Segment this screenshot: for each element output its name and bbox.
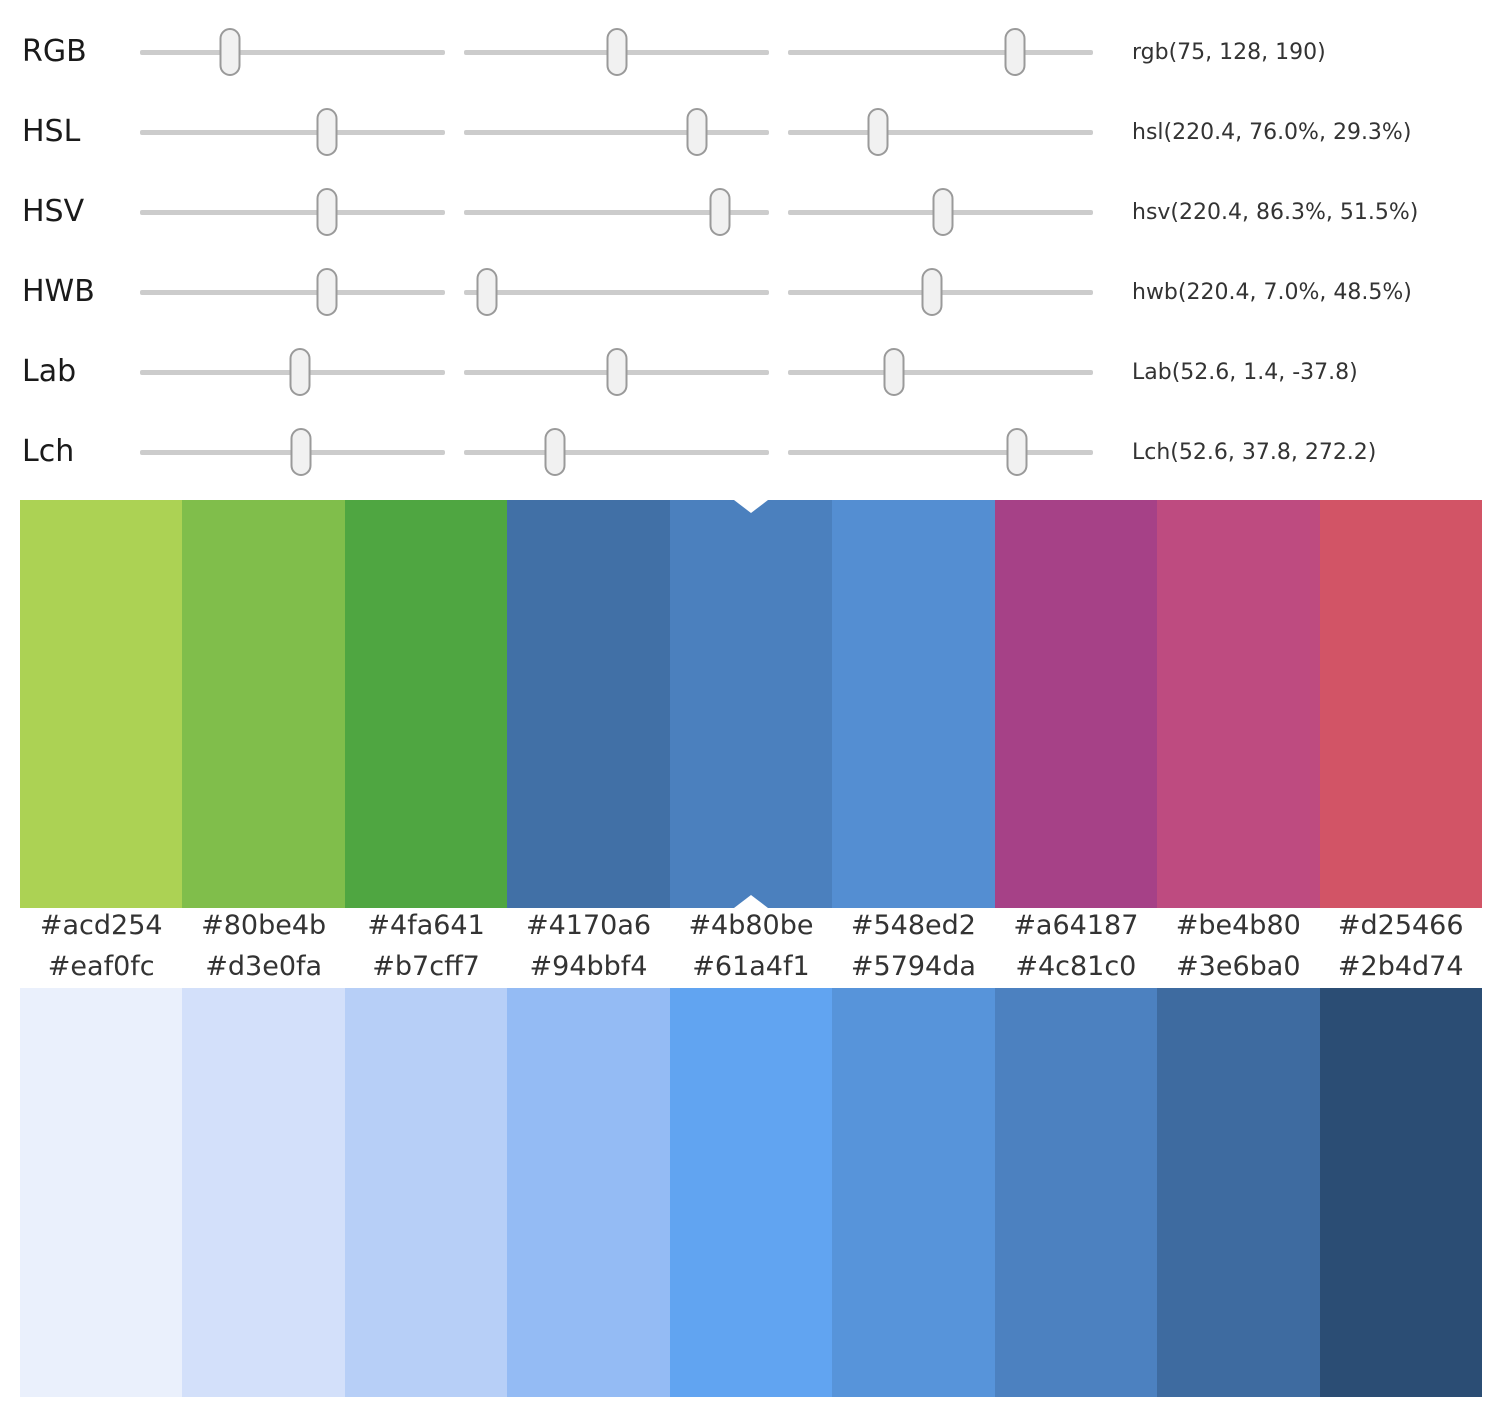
swatch-548ed2[interactable] — [832, 500, 995, 908]
palette-hue-scale — [20, 500, 1482, 908]
slider-label-hsv: HSV — [22, 194, 85, 229]
hex-label-d3e0fa: #d3e0fa — [205, 951, 323, 982]
slider-thumb-lab-3[interactable] — [883, 348, 905, 396]
slider-track-hsl-1[interactable] — [140, 108, 445, 156]
swatch-94bbf4[interactable] — [507, 988, 670, 1397]
slider-thumb-hsv-2[interactable] — [709, 188, 731, 236]
hex-label-5794da: #5794da — [850, 951, 976, 982]
hex-label-3e6ba0: #3e6ba0 — [1176, 951, 1301, 982]
swatch-b7cff7[interactable] — [344, 988, 508, 1397]
color-value-rgb: rgb(75, 128, 190) — [1132, 39, 1326, 65]
slider-thumb-lch-3[interactable] — [1006, 428, 1028, 476]
slider-row-rgb: RGB rgb(75, 128, 190) — [0, 12, 1501, 92]
slider-track-hwb-2[interactable] — [464, 268, 769, 316]
slider-thumb-hsv-3[interactable] — [932, 188, 954, 236]
slider-thumb-rgb-1[interactable] — [219, 28, 241, 76]
swatch-d25466[interactable] — [1319, 500, 1482, 908]
hex-label-b7cff7: #b7cff7 — [372, 951, 480, 982]
hex-label-4b80be: #4b80be — [688, 910, 814, 941]
hex-label-be4b80: #be4b80 — [1175, 910, 1301, 941]
hex-label-4170a6: #4170a6 — [526, 910, 652, 941]
slider-track-rgb-2[interactable] — [464, 28, 769, 76]
slider-panel: RGB rgb(75, 128, 190) HSL hsl(220.4, 76.0%,… — [0, 0, 1501, 492]
swatch-4c81c0[interactable] — [994, 988, 1158, 1397]
slider-track-lab-2[interactable] — [464, 348, 769, 396]
slider-thumb-hsl-3[interactable] — [867, 108, 889, 156]
hex-label-a64187: #a64187 — [1013, 910, 1139, 941]
slider-track-hwb-1[interactable] — [140, 268, 445, 316]
swatch-2b4d74[interactable] — [1319, 988, 1482, 1397]
slider-track-lch-3[interactable] — [788, 428, 1093, 476]
slider-track-lab-3[interactable] — [788, 348, 1093, 396]
slider-track-hsl-3[interactable] — [788, 108, 1093, 156]
hex-label-2b4d74: #2b4d74 — [1337, 951, 1464, 982]
hex-label-4fa641: #4fa641 — [367, 910, 485, 941]
swatch-4b80be[interactable] — [669, 500, 833, 908]
slider-track-rgb-1[interactable] — [140, 28, 445, 76]
slider-row-hsl: HSL hsl(220.4, 76.0%, 29.3%) — [0, 92, 1501, 172]
slider-thumb-rgb-3[interactable] — [1004, 28, 1026, 76]
hex-row-bottom: #eaf0fc #d3e0fa #b7cff7 #94bbf4 #61a4f1 #5794… — [20, 948, 1482, 988]
slider-thumb-lch-1[interactable] — [290, 428, 312, 476]
slider-track-lab-1[interactable] — [140, 348, 445, 396]
hex-label-eaf0fc: #eaf0fc — [47, 951, 155, 982]
slider-thumb-lch-2[interactable] — [544, 428, 566, 476]
slider-thumb-hwb-1[interactable] — [316, 268, 338, 316]
slider-label-lch: Lch — [22, 434, 75, 469]
slider-row-lch: Lch Lch(52.6, 37.8, 272.2) — [0, 412, 1501, 492]
color-value-hwb: hwb(220.4, 7.0%, 48.5%) — [1132, 279, 1412, 305]
swatch-5794da[interactable] — [832, 988, 995, 1397]
slider-track-hsv-1[interactable] — [140, 188, 445, 236]
hex-label-80be4b: #80be4b — [201, 910, 327, 941]
slider-track-hsv-2[interactable] — [464, 188, 769, 236]
selected-marker-bottom-icon — [733, 895, 768, 908]
swatch-eaf0fc[interactable] — [20, 988, 183, 1397]
slider-track-rgb-3[interactable] — [788, 28, 1093, 76]
color-value-hsv: hsv(220.4, 86.3%, 51.5%) — [1132, 199, 1419, 225]
slider-label-hwb: HWB — [22, 274, 95, 309]
hex-label-d25466: #d25466 — [1337, 910, 1464, 941]
hex-label-61a4f1: #61a4f1 — [692, 951, 810, 982]
hex-label-548ed2: #548ed2 — [850, 910, 976, 941]
slider-track-hsl-2[interactable] — [464, 108, 769, 156]
hex-label-94bbf4: #94bbf4 — [529, 951, 648, 982]
slider-thumb-lab-1[interactable] — [289, 348, 311, 396]
slider-thumb-hsv-1[interactable] — [316, 188, 338, 236]
color-value-lab: Lab(52.6, 1.4, -37.8) — [1132, 359, 1358, 385]
swatch-3e6ba0[interactable] — [1157, 988, 1320, 1397]
slider-thumb-hsl-1[interactable] — [316, 108, 338, 156]
slider-track-lch-2[interactable] — [464, 428, 769, 476]
swatch-4170a6[interactable] — [507, 500, 670, 908]
swatch-61a4f1[interactable] — [669, 988, 833, 1397]
slider-track-hwb-3[interactable] — [788, 268, 1093, 316]
swatch-80be4b[interactable] — [182, 500, 345, 908]
selected-marker-top-icon — [733, 500, 768, 513]
slider-row-lab: Lab Lab(52.6, 1.4, -37.8) — [0, 332, 1501, 412]
slider-row-hsv: HSV hsv(220.4, 86.3%, 51.5%) — [0, 172, 1501, 252]
color-value-lch: Lch(52.6, 37.8, 272.2) — [1132, 439, 1377, 465]
slider-track-lch-1[interactable] — [140, 428, 445, 476]
palette-lightness-scale — [20, 988, 1482, 1397]
hex-label-4c81c0: #4c81c0 — [1015, 951, 1137, 982]
slider-thumb-lab-2[interactable] — [606, 348, 628, 396]
swatch-d3e0fa[interactable] — [182, 988, 345, 1397]
swatch-acd254[interactable] — [20, 500, 183, 908]
slider-thumb-hwb-3[interactable] — [921, 268, 943, 316]
slider-thumb-rgb-2[interactable] — [606, 28, 628, 76]
swatch-4fa641[interactable] — [344, 500, 508, 908]
slider-track-hsv-3[interactable] — [788, 188, 1093, 236]
swatch-a64187[interactable] — [994, 500, 1158, 908]
slider-thumb-hsl-2[interactable] — [686, 108, 708, 156]
swatch-be4b80[interactable] — [1157, 500, 1320, 908]
color-value-hsl: hsl(220.4, 76.0%, 29.3%) — [1132, 119, 1412, 145]
slider-thumb-hwb-2[interactable] — [476, 268, 498, 316]
slider-row-hwb: HWB hwb(220.4, 7.0%, 48.5%) — [0, 252, 1501, 332]
hex-label-acd254: #acd254 — [39, 910, 163, 941]
slider-label-rgb: RGB — [22, 34, 87, 69]
slider-label-hsl: HSL — [22, 114, 81, 149]
hex-row-top: #acd254 #80be4b #4fa641 #4170a6 #4b80be #548e… — [20, 908, 1482, 948]
slider-label-lab: Lab — [22, 354, 77, 389]
